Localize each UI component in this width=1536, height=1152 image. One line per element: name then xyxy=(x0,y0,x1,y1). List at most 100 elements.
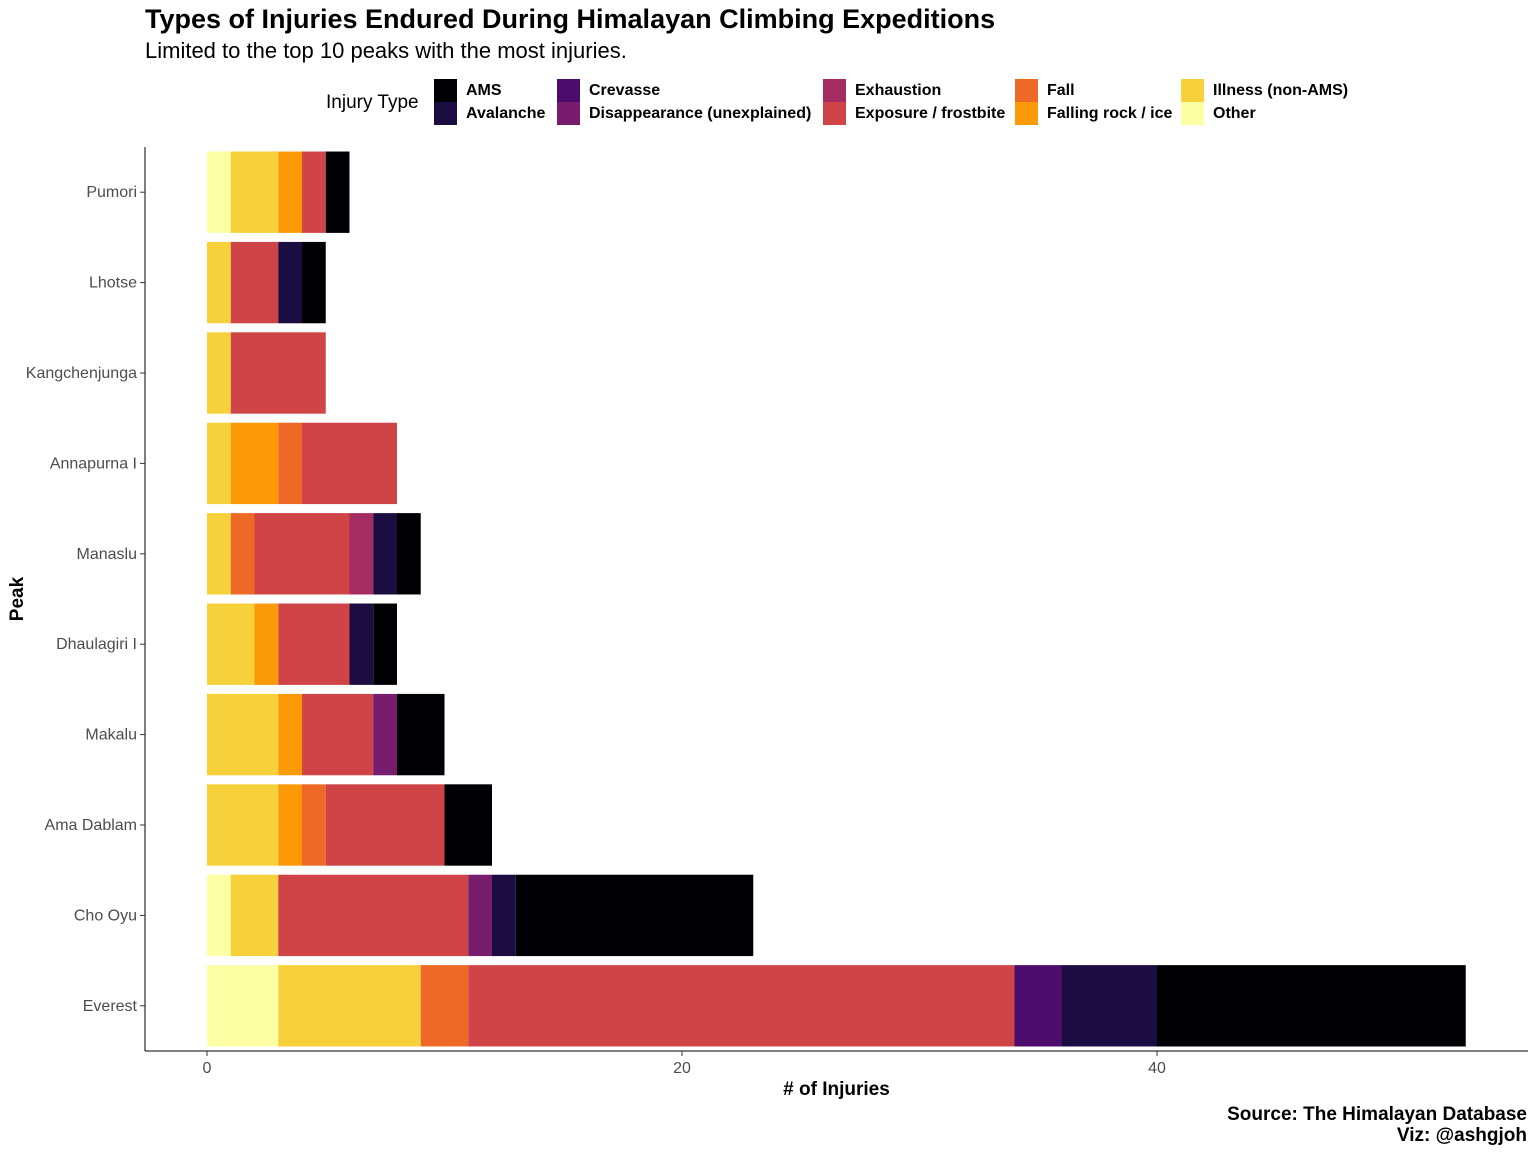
bar-dhaulagiri-i-illness-non-ams xyxy=(207,603,255,685)
y-tick-label: Annapurna I xyxy=(50,455,137,472)
chart-title: Types of Injuries Endured During Himalay… xyxy=(145,4,996,34)
bar-manaslu-ams xyxy=(397,513,421,595)
chart-subtitle: Limited to the top 10 peaks with the mos… xyxy=(145,38,627,63)
bar-everest-fall xyxy=(420,965,469,1047)
bar-annapurna-i-exposure-frostbite xyxy=(302,422,397,505)
y-tick-label: Ama Dablam xyxy=(45,817,137,834)
legend-label: Disappearance (unexplained) xyxy=(589,104,812,122)
bar-manaslu-fall xyxy=(230,513,255,595)
bar-lhotse-illness-non-ams xyxy=(207,241,231,324)
bar-annapurna-i-falling-rock-ice xyxy=(230,422,279,505)
caption-viz: Viz: @ashgjoh xyxy=(1396,1125,1527,1146)
legend-item-crevasse: Crevasse xyxy=(557,79,660,102)
bar-pumori-falling-rock-ice xyxy=(278,151,302,233)
bar-cho-oyu-disappearance-unexplained xyxy=(468,874,492,957)
legend-label: Crevasse xyxy=(589,81,661,99)
legend-item-falling-rock-ice: Falling rock / ice xyxy=(1015,102,1172,125)
legend-swatch xyxy=(1015,102,1038,125)
bar-pumori-other xyxy=(207,151,231,233)
legend-label: Illness (non-AMS) xyxy=(1213,81,1349,99)
y-tick-label: Lhotse xyxy=(89,275,137,292)
legend-swatch xyxy=(434,102,457,125)
caption-source: Source: The Himalayan Database xyxy=(1227,1104,1527,1125)
y-tick-label: Kangchenjunga xyxy=(26,365,137,382)
bar-kangchenjunga-exposure-frostbite xyxy=(230,332,326,414)
legend-swatch xyxy=(1181,102,1204,125)
bar-everest-ams xyxy=(1157,965,1466,1047)
bar-ama-dablam-falling-rock-ice xyxy=(278,784,302,866)
bar-everest-exposure-frostbite xyxy=(468,965,1015,1047)
bar-dhaulagiri-i-exposure-frostbite xyxy=(278,603,350,685)
bar-makalu-exposure-frostbite xyxy=(302,693,374,776)
caption: Source: The Himalayan Database Viz: @ash… xyxy=(1227,1104,1527,1146)
bar-pumori-ams xyxy=(325,151,350,233)
bar-cho-oyu-ams xyxy=(515,874,754,957)
bar-lhotse-ams xyxy=(302,241,326,324)
bar-dhaulagiri-i-falling-rock-ice xyxy=(254,603,279,685)
y-tick-label: Cho Oyu xyxy=(74,907,137,924)
legend-swatch xyxy=(823,102,846,125)
bar-manaslu-exposure-frostbite xyxy=(254,513,350,595)
bar-everest-illness-non-ams xyxy=(278,965,421,1047)
legend-item-exposure-frostbite: Exposure / frostbite xyxy=(823,102,1005,125)
x-tick-label: 20 xyxy=(673,1060,691,1077)
bar-ama-dablam-fall xyxy=(302,784,326,866)
bar-manaslu-exhaustion xyxy=(349,513,374,595)
bar-cho-oyu-other xyxy=(207,874,231,957)
bar-dhaulagiri-i-ams xyxy=(373,603,397,685)
bar-makalu-falling-rock-ice xyxy=(278,693,302,776)
x-axis-title: # of Injuries xyxy=(783,1079,890,1100)
bar-lhotse-avalanche xyxy=(278,241,302,324)
bar-lhotse-exposure-frostbite xyxy=(230,241,279,324)
bar-makalu-disappearance-unexplained xyxy=(373,693,397,776)
bar-kangchenjunga-illness-non-ams xyxy=(207,332,231,414)
y-tick-label: Dhaulagiri I xyxy=(56,636,137,653)
y-tick-label: Makalu xyxy=(85,727,137,744)
bar-annapurna-i-fall xyxy=(278,422,302,505)
x-tick-label: 0 xyxy=(203,1060,212,1077)
bar-ama-dablam-illness-non-ams xyxy=(207,784,279,866)
y-tick-label: Everest xyxy=(83,998,138,1015)
bar-ama-dablam-ams xyxy=(444,784,492,866)
bar-manaslu-illness-non-ams xyxy=(207,513,231,595)
legend-label: AMS xyxy=(466,81,502,99)
bar-everest-other xyxy=(207,965,279,1047)
legend-label: Fall xyxy=(1047,81,1075,99)
legend-title: Injury Type xyxy=(326,92,419,113)
legend-item-avalanche: Avalanche xyxy=(434,102,545,125)
legend-swatch xyxy=(823,79,846,102)
legend-label: Avalanche xyxy=(466,104,546,122)
legend-label: Exposure / frostbite xyxy=(855,104,1006,122)
legend-item-other: Other xyxy=(1181,102,1256,125)
bar-cho-oyu-avalanche xyxy=(492,874,516,957)
bar-makalu-illness-non-ams xyxy=(207,693,279,776)
legend-item-disappearance-unexplained: Disappearance (unexplained) xyxy=(557,102,811,125)
bar-everest-crevasse xyxy=(1014,965,1062,1047)
bar-everest-avalanche xyxy=(1062,965,1157,1047)
y-tick-label: Manaslu xyxy=(77,546,137,563)
bar-pumori-illness-non-ams xyxy=(230,151,279,233)
bar-cho-oyu-exposure-frostbite xyxy=(278,874,469,957)
legend-label: Falling rock / ice xyxy=(1047,104,1173,122)
legend-item-fall: Fall xyxy=(1015,79,1075,102)
legend-swatch xyxy=(1181,79,1204,102)
bar-annapurna-i-illness-non-ams xyxy=(207,422,231,505)
bar-makalu-ams xyxy=(397,693,445,776)
legend-swatch xyxy=(557,79,580,102)
legend-item-ams: AMS xyxy=(434,79,502,102)
legend-label: Exhaustion xyxy=(855,81,942,99)
bar-manaslu-avalanche xyxy=(373,513,397,595)
bar-dhaulagiri-i-avalanche xyxy=(349,603,374,685)
legend-item-exhaustion: Exhaustion xyxy=(823,79,941,102)
y-tick-label: Pumori xyxy=(86,184,137,201)
bar-pumori-exposure-frostbite xyxy=(302,151,326,233)
x-tick-label: 40 xyxy=(1148,1060,1166,1077)
legend-label: Other xyxy=(1213,104,1256,122)
bar-ama-dablam-exposure-frostbite xyxy=(325,784,445,866)
bar-cho-oyu-illness-non-ams xyxy=(230,874,279,957)
y-axis-title: Peak xyxy=(7,576,28,621)
legend-swatch xyxy=(1015,79,1038,102)
legend-swatch xyxy=(557,102,580,125)
legend-swatch xyxy=(434,79,457,102)
